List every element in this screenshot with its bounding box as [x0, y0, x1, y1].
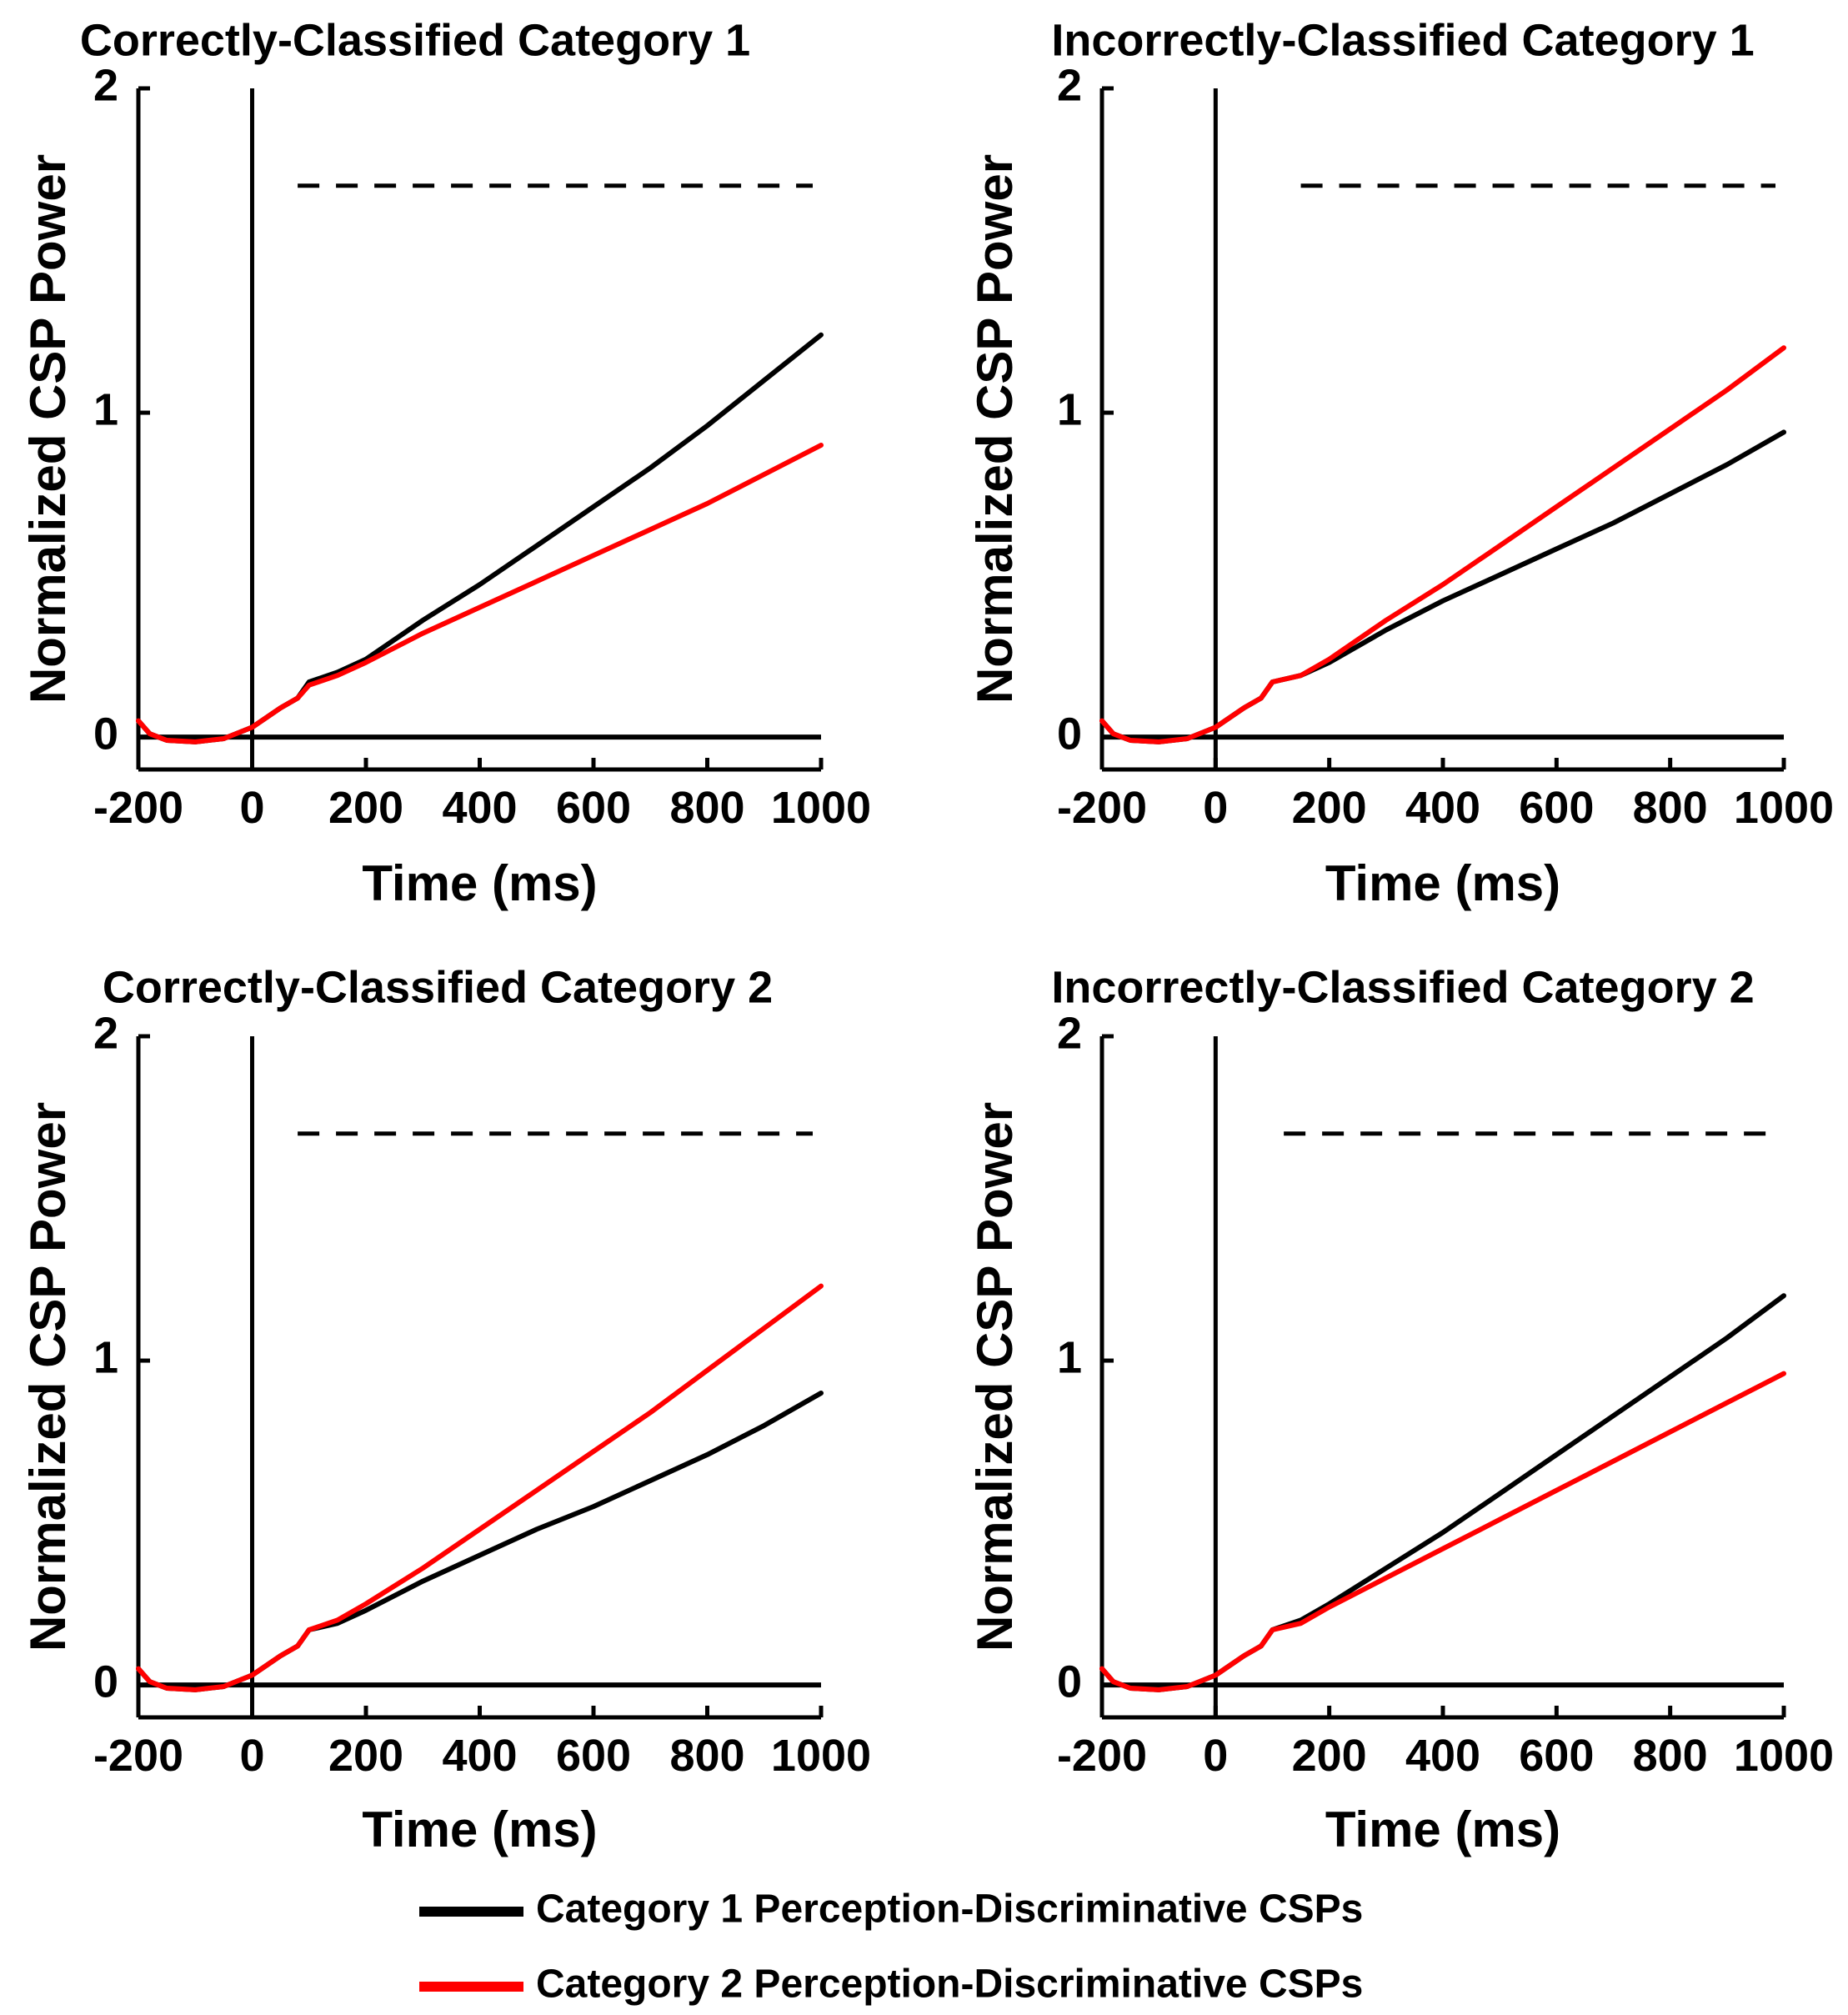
- y-tick-label: 2: [1057, 1008, 1082, 1058]
- y-tick-label: 1: [93, 384, 118, 434]
- panel-1: Correctly-Classified Category 1 -200 0 200 4…: [20, 15, 871, 911]
- x-tick-label: 0: [1203, 783, 1228, 833]
- y-tick-label: 2: [93, 60, 118, 110]
- x-tick-label: 800: [1633, 783, 1708, 833]
- x-tick-label: 400: [442, 1731, 517, 1781]
- y-tick-label: 1: [93, 1332, 118, 1382]
- series-line-category-2: [136, 443, 824, 744]
- panel-title: Incorrectly-Classified Category 1: [1051, 15, 1754, 65]
- x-tick-label: 1000: [771, 783, 871, 833]
- x-tick-label: -200: [93, 1731, 183, 1781]
- legend-label: Category 1 Perception-Discriminative CSP…: [536, 1887, 1363, 1932]
- y-axis-label: Normalized CSP Power: [20, 154, 76, 704]
- x-tick-label: 800: [669, 1731, 744, 1781]
- x-tick-label: 0: [239, 783, 264, 833]
- series-line-category-1: [136, 332, 824, 744]
- y-axis-label: Normalized CSP Power: [967, 154, 1023, 704]
- y-tick-label: 1: [1057, 1332, 1082, 1382]
- x-tick-label: 400: [1405, 1731, 1480, 1781]
- panel-3: Correctly-Classified Category 2 -200 0 200 4…: [20, 962, 871, 1857]
- x-tick-label: 200: [1292, 783, 1367, 833]
- y-tick-label: 0: [93, 709, 118, 759]
- panel-2: Incorrectly-Classified Category 1-200 0 20…: [967, 15, 1834, 911]
- x-tick-label: 800: [1633, 1731, 1708, 1781]
- panel-title: Incorrectly-Classified Category 2: [1051, 962, 1754, 1012]
- x-tick-label: 600: [556, 783, 631, 833]
- series-line-category-2: [1099, 1371, 1786, 1692]
- x-tick-label: 600: [1519, 1731, 1594, 1781]
- x-tick-label: 1000: [1734, 783, 1834, 833]
- x-tick-label: 400: [442, 783, 517, 833]
- x-tick-label: 200: [328, 1731, 403, 1781]
- x-axis-label: Time (ms): [362, 1802, 597, 1857]
- series-line-category-2: [136, 1283, 824, 1692]
- x-axis-label: Time (ms): [1325, 855, 1560, 911]
- y-tick-label: 0: [1057, 709, 1082, 759]
- x-axis-label: Time (ms): [362, 855, 597, 911]
- series-line-category-2: [1099, 345, 1786, 744]
- series-line-category-1: [1099, 1293, 1786, 1692]
- y-axis-label: Normalized CSP Power: [967, 1102, 1023, 1652]
- x-tick-label: 1000: [1734, 1731, 1834, 1781]
- x-tick-label: 200: [1292, 1731, 1367, 1781]
- y-tick-label: 2: [1057, 60, 1082, 110]
- y-tick-label: 1: [1057, 384, 1082, 434]
- series-line-category-1: [136, 1391, 824, 1692]
- panel-title: Correctly-Classified Category 2: [103, 962, 773, 1012]
- legend-label: Category 2 Perception-Discriminative CSP…: [536, 1962, 1363, 2007]
- x-tick-label: 1000: [771, 1731, 871, 1781]
- x-tick-label: -200: [1057, 1731, 1147, 1781]
- x-tick-label: 0: [239, 1731, 264, 1781]
- legend: Category 1 Perception-Discriminative CSP…: [419, 1887, 1363, 2007]
- x-tick-label: -200: [1057, 783, 1147, 833]
- y-axis-label: Normalized CSP Power: [20, 1102, 76, 1652]
- x-tick-label: 200: [328, 783, 403, 833]
- y-tick-label: 0: [1057, 1657, 1082, 1707]
- panel-4: Incorrectly-Classified Category 2-200 0 20…: [967, 962, 1834, 1857]
- x-tick-label: -200: [93, 783, 183, 833]
- x-tick-label: 400: [1405, 783, 1480, 833]
- x-tick-label: 0: [1203, 1731, 1228, 1781]
- y-tick-label: 2: [93, 1008, 118, 1058]
- y-tick-label: 0: [93, 1657, 118, 1707]
- x-tick-label: 600: [1519, 783, 1594, 833]
- x-axis-label: Time (ms): [1325, 1802, 1560, 1857]
- panel-title: Correctly-Classified Category 1: [80, 15, 750, 65]
- x-tick-label: 600: [556, 1731, 631, 1781]
- x-tick-label: 800: [669, 783, 744, 833]
